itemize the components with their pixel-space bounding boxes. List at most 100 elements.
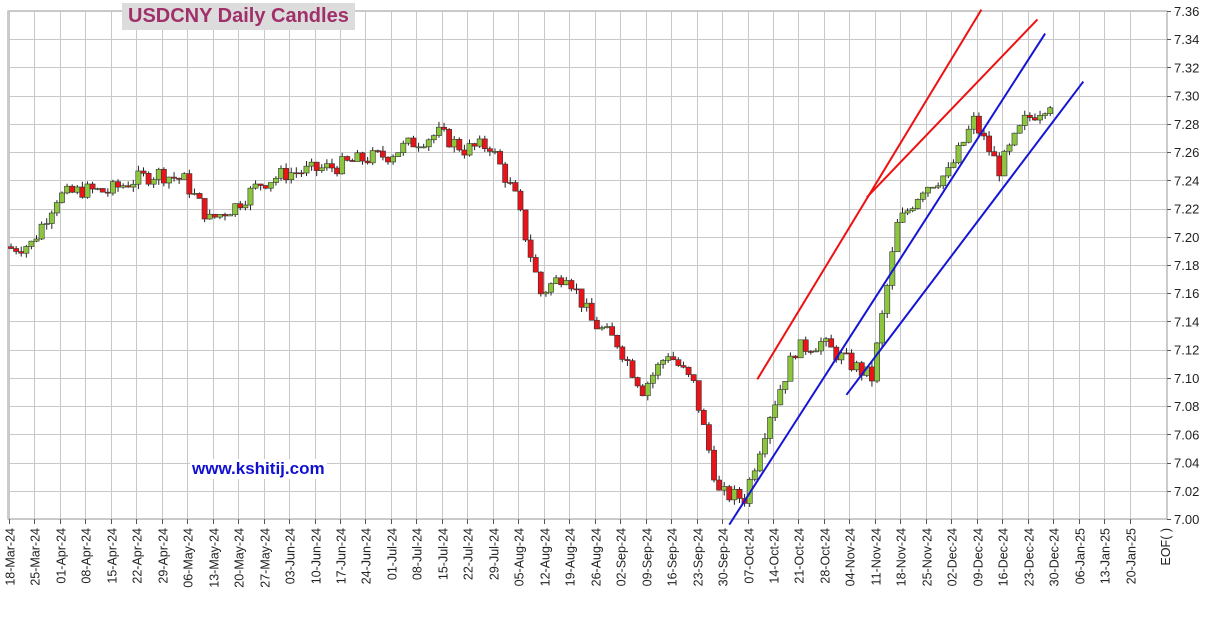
candle-down xyxy=(293,172,300,175)
candle-down xyxy=(1032,117,1038,121)
candle-up xyxy=(823,338,829,342)
x-end-label: EOF( ) xyxy=(1159,528,1173,566)
candle-up xyxy=(960,141,967,146)
candle-up xyxy=(1011,132,1018,146)
x-tick-label: 16-Dec-24 xyxy=(997,528,1011,586)
x-tick-label: 23-Dec-24 xyxy=(1023,528,1037,586)
candle-up xyxy=(812,350,819,353)
candle-down xyxy=(996,155,1003,177)
candle-up xyxy=(731,488,738,501)
x-tick-label: 15-Apr-24 xyxy=(106,528,120,584)
candle-up xyxy=(247,187,254,206)
candle-up xyxy=(84,183,91,198)
y-tick-label: 7.30 xyxy=(1174,89,1199,104)
candle-up xyxy=(64,185,70,194)
candle-up xyxy=(644,383,651,397)
candle-down xyxy=(502,163,509,183)
candle-up xyxy=(899,212,906,223)
candle-down xyxy=(374,150,381,152)
candle-down xyxy=(522,209,529,241)
candle-up xyxy=(955,145,962,164)
candle-down xyxy=(380,150,386,158)
candle-up xyxy=(884,285,891,314)
candle-down xyxy=(802,339,809,352)
x-tick-label: 08-Apr-24 xyxy=(80,528,94,584)
candle-up xyxy=(288,172,295,181)
candle-down xyxy=(283,168,290,181)
candle-up xyxy=(110,181,116,194)
candle-up xyxy=(28,240,35,247)
candle-up xyxy=(166,176,172,184)
candle-down xyxy=(160,168,167,184)
candle-down xyxy=(675,359,682,366)
x-tick-label: 24-Jun-24 xyxy=(360,528,374,584)
candle-up xyxy=(232,203,239,216)
x-tick-label: 01-Apr-24 xyxy=(55,528,69,584)
candle-up xyxy=(818,341,824,352)
x-tick-label: 09-Sep-24 xyxy=(641,528,655,586)
candle-down xyxy=(624,359,631,361)
y-tick-label: 7.12 xyxy=(1174,343,1199,358)
candle-down xyxy=(670,356,677,360)
candle-down xyxy=(344,156,351,161)
candle-up xyxy=(721,486,728,491)
candle-down xyxy=(986,135,992,152)
candle-up xyxy=(965,128,972,143)
candle-up xyxy=(273,177,279,183)
candle-up xyxy=(48,212,55,224)
candle-up xyxy=(925,186,931,194)
x-tick-label: 13-Jan-25 xyxy=(1099,528,1113,584)
x-tick-label: 18-Nov-24 xyxy=(895,528,909,586)
candle-down xyxy=(629,360,636,378)
x-tick-label: 25-Nov-24 xyxy=(921,528,935,586)
candle-up xyxy=(1047,107,1054,114)
candle-up xyxy=(904,210,911,214)
x-tick-label: 22-Apr-24 xyxy=(131,528,145,584)
candle-up xyxy=(935,185,942,188)
candle-down xyxy=(614,335,621,348)
candle-up xyxy=(543,291,549,295)
candle-up xyxy=(476,138,483,147)
candle-down xyxy=(486,148,493,152)
x-tick-label: 29-Jul-24 xyxy=(488,528,502,580)
candle-down xyxy=(991,151,998,157)
website-link[interactable]: www.kshitij.com xyxy=(190,459,327,479)
chart-grid xyxy=(7,10,1168,520)
candle-down xyxy=(695,380,702,411)
candle-down xyxy=(981,132,987,137)
candle-up xyxy=(181,173,188,180)
candle-up xyxy=(604,326,610,329)
candle-up xyxy=(267,182,274,189)
candle-down xyxy=(140,170,147,174)
x-tick-label: 16-Sep-24 xyxy=(666,528,680,586)
candle-up xyxy=(583,302,590,308)
candle-down xyxy=(262,185,269,189)
candle-down xyxy=(807,351,814,353)
y-tick-label: 7.14 xyxy=(1174,314,1199,329)
candle-down xyxy=(313,161,320,171)
candle-up xyxy=(155,168,162,180)
candle-up xyxy=(420,146,427,149)
candle-up xyxy=(227,214,233,217)
candle-down xyxy=(527,239,534,258)
candle-up xyxy=(879,313,886,344)
candle-up xyxy=(909,208,916,212)
candle-up xyxy=(930,186,936,189)
candle-down xyxy=(186,173,193,195)
candle-up xyxy=(777,389,784,406)
candle-down xyxy=(690,374,697,381)
x-tick-label: 23-Sep-24 xyxy=(692,528,706,586)
candle-up xyxy=(548,283,554,293)
candle-up xyxy=(59,192,65,203)
candle-up xyxy=(838,352,845,361)
candle-down xyxy=(461,149,468,156)
y-tick-label: 7.10 xyxy=(1174,371,1199,386)
candle-up xyxy=(853,362,860,371)
x-tick-label: 11-Nov-24 xyxy=(870,528,884,585)
candle-up xyxy=(797,339,804,359)
candle-down xyxy=(410,137,417,148)
candle-up xyxy=(782,380,789,390)
candle-up xyxy=(940,175,947,187)
candle-up xyxy=(38,223,45,240)
candle-up xyxy=(390,156,396,163)
